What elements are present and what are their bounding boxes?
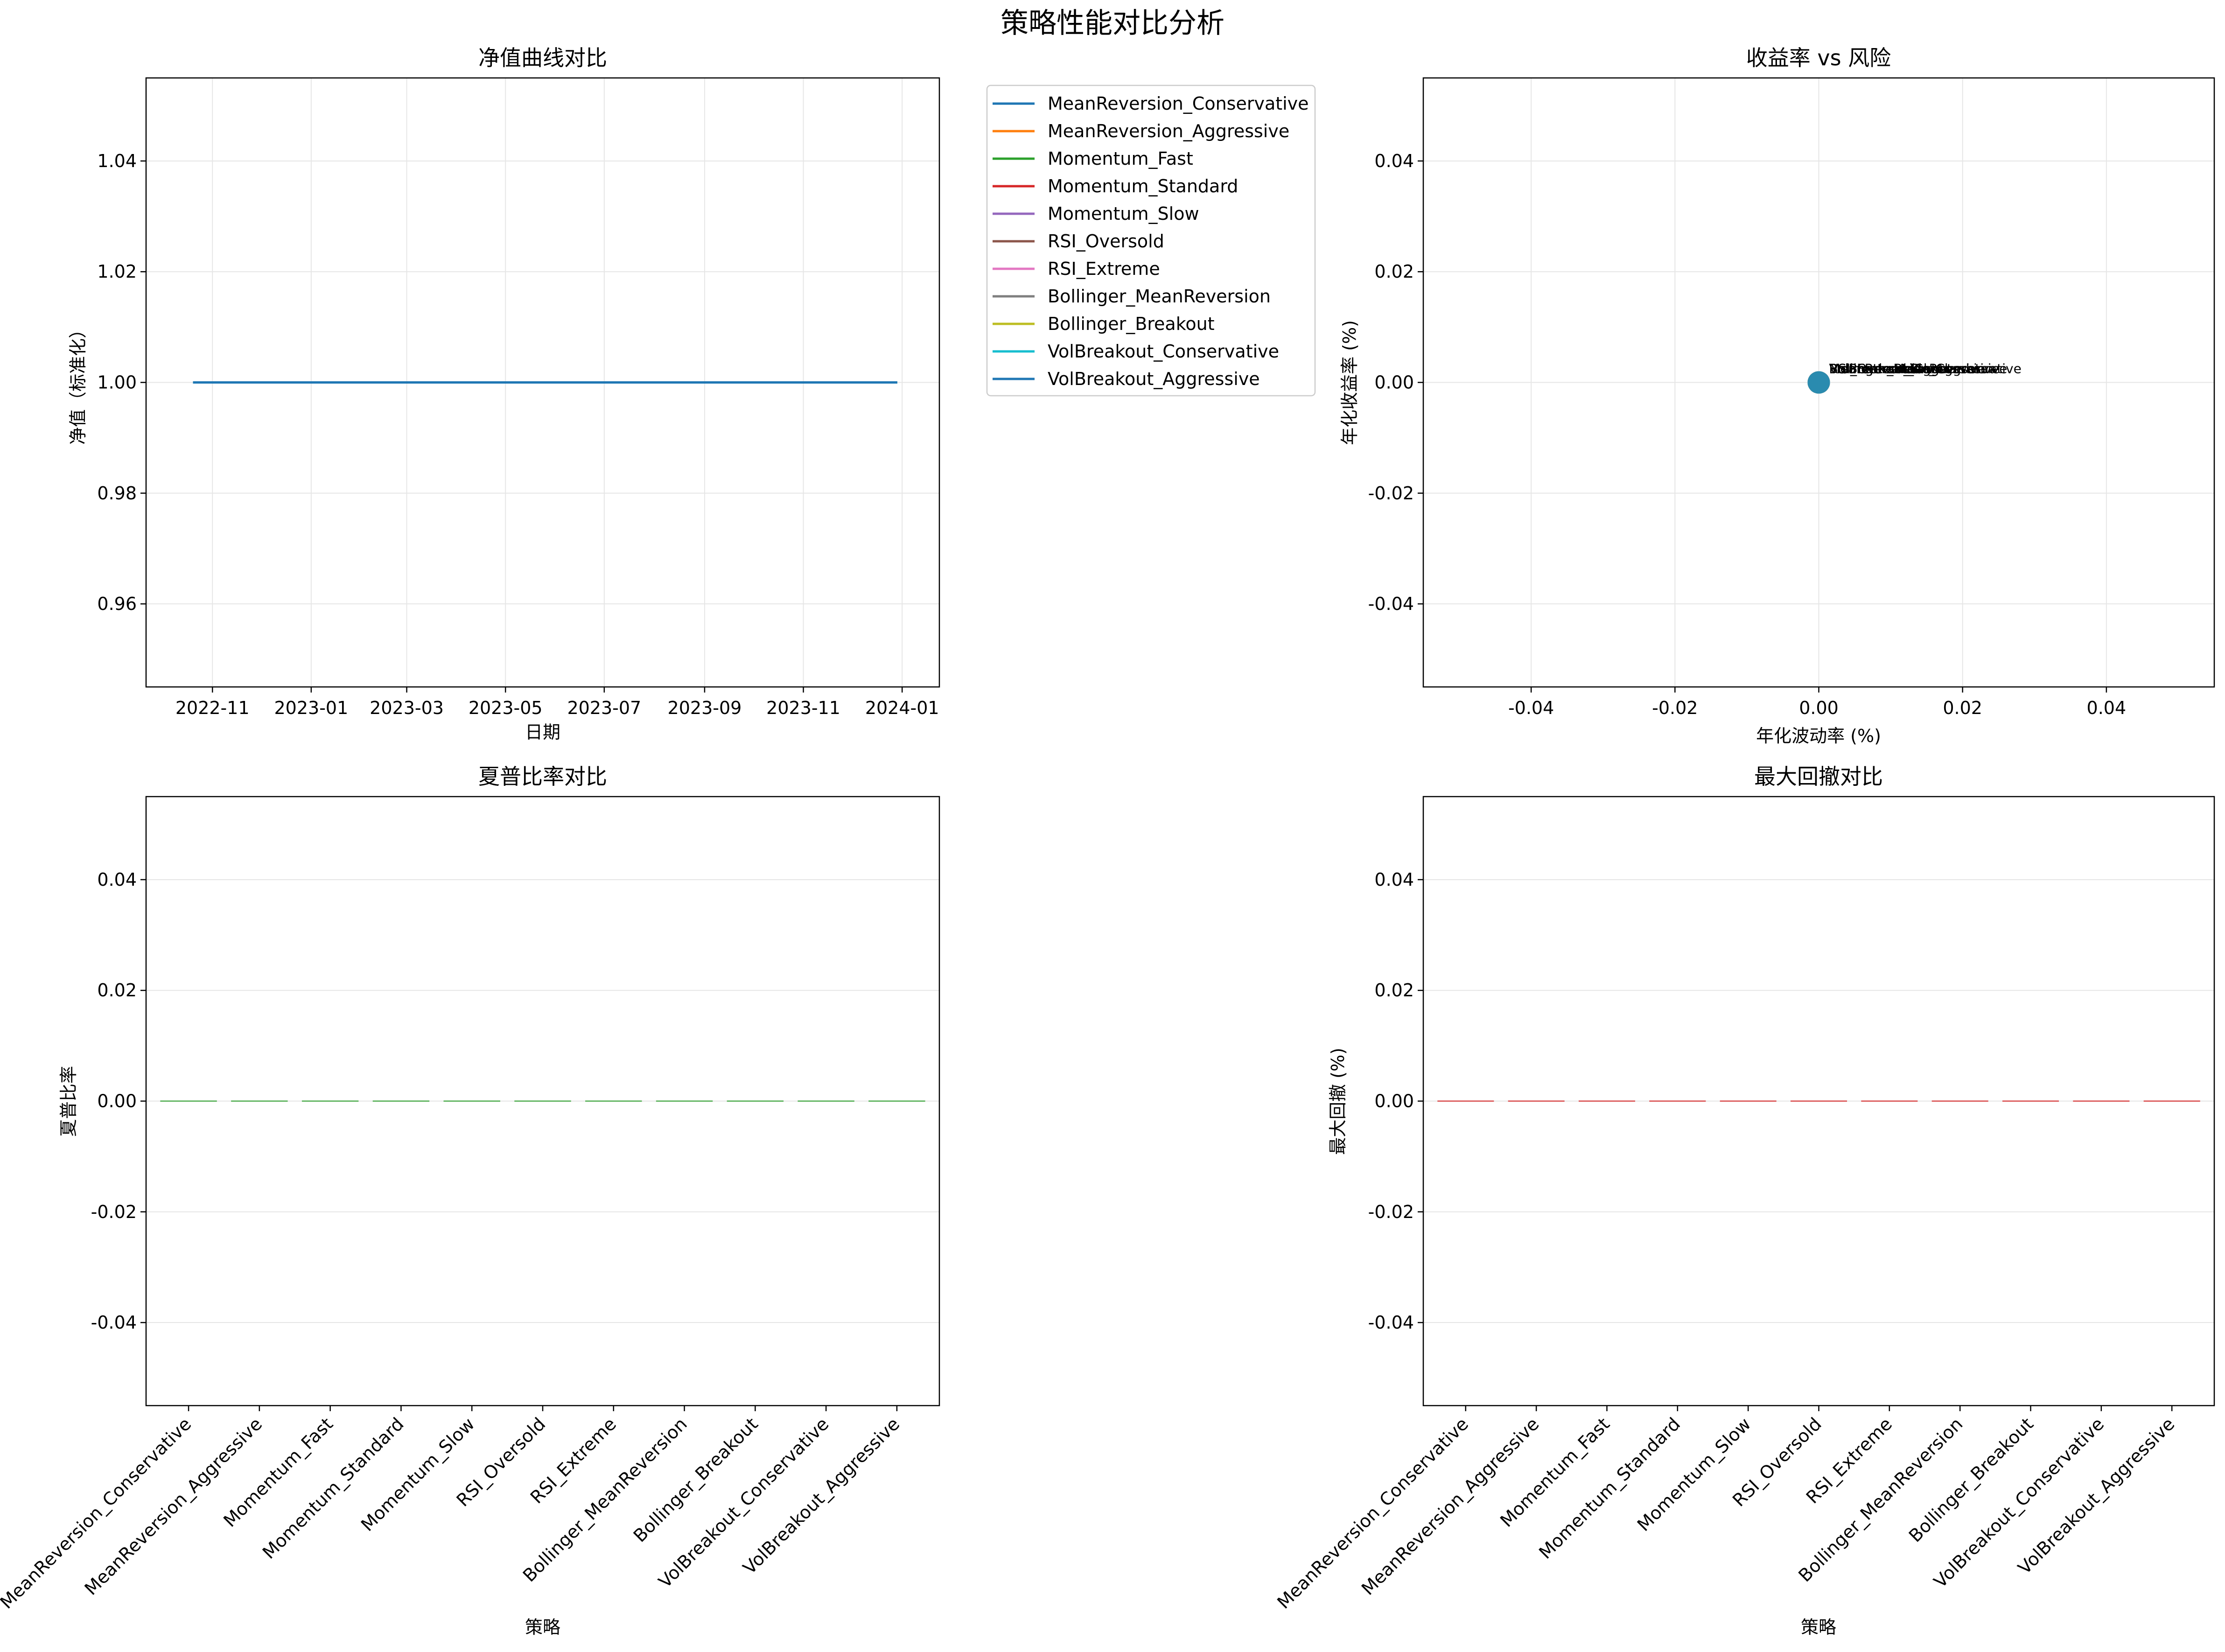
legend-label: Momentum_Fast bbox=[1048, 148, 1193, 169]
x-tick-label: 0.02 bbox=[1943, 698, 1982, 718]
y-tick-label: 0.04 bbox=[1374, 151, 1414, 171]
y-tick-label: 0.00 bbox=[97, 1091, 137, 1112]
x-tick-label: -0.04 bbox=[1508, 698, 1554, 718]
sharpe-xlabel: 策略 bbox=[525, 1617, 560, 1638]
sharpe-ylabel: 夏普比率 bbox=[58, 1066, 79, 1137]
legend-label: VolBreakout_Aggressive bbox=[1048, 369, 1260, 389]
legend-label: MeanReversion_Aggressive bbox=[1048, 121, 1289, 141]
x-tick-label: 2023-03 bbox=[370, 698, 444, 718]
y-tick-label: 1.02 bbox=[97, 261, 137, 282]
return-risk-chart-title: 收益率 vs 风险 bbox=[1746, 45, 1891, 70]
y-tick-label: 0.02 bbox=[1374, 980, 1414, 1001]
x-tick-label: 0.00 bbox=[1799, 698, 1839, 718]
y-tick-label: 0.04 bbox=[1374, 869, 1414, 890]
legend-label: RSI_Extreme bbox=[1048, 259, 1160, 279]
y-tick-label: -0.02 bbox=[1368, 483, 1414, 504]
point-annotation: RSI_Extreme bbox=[1829, 361, 1912, 377]
x-tick-label: 2023-11 bbox=[766, 698, 840, 718]
nav-chart-title: 净值曲线对比 bbox=[478, 45, 607, 70]
y-tick-label: -0.04 bbox=[1368, 594, 1414, 614]
point-annotation: Momentum_Standard bbox=[1829, 361, 1970, 377]
x-tick-label: Bollinger_Breakout bbox=[1905, 1414, 2037, 1546]
y-tick-label: 0.00 bbox=[1374, 1091, 1414, 1112]
y-tick-label: 1.00 bbox=[97, 372, 137, 393]
drawdown-ylabel: 最大回撤 (%) bbox=[1328, 1048, 1348, 1155]
point-annotation: Momentum_Fast bbox=[1829, 361, 1937, 377]
x-tick-label: 2023-01 bbox=[274, 698, 348, 718]
y-tick-label: -0.04 bbox=[91, 1312, 137, 1333]
legend-frame bbox=[986, 84, 1316, 397]
drawdown-chart-title: 最大回撤对比 bbox=[1754, 764, 1883, 789]
x-tick-label: 2023-07 bbox=[567, 698, 641, 718]
x-tick-label: Bollinger_Breakout bbox=[630, 1414, 762, 1546]
y-tick-label: 0.02 bbox=[97, 980, 137, 1001]
point-annotation: MeanReversion_Conservative bbox=[1829, 361, 2022, 377]
legend-label: Bollinger_MeanReversion bbox=[1048, 286, 1271, 307]
sharpe-chart-title: 夏普比率对比 bbox=[478, 764, 607, 789]
y-tick-label: -0.02 bbox=[91, 1202, 137, 1222]
x-tick-label: 2023-09 bbox=[668, 698, 742, 718]
nav-chart: 净值曲线对比 0.96 0.98 1.00 1.02 1.04 2022-11 2023-0… bbox=[68, 45, 940, 742]
y-tick-label: 0.98 bbox=[97, 483, 137, 504]
legend-label: Momentum_Standard bbox=[1048, 176, 1238, 196]
nav-chart-legend: MeanReversion_Conservative MeanReversion_… bbox=[986, 84, 1316, 397]
legend-label: MeanReversion_Conservative bbox=[1048, 93, 1309, 114]
point-annotation: Bollinger_Breakout bbox=[1829, 361, 1952, 377]
sharpe-chart: 夏普比率对比 -0.04-0.020.000.020.04MeanReversi… bbox=[0, 764, 940, 1638]
y-tick-label: 0.00 bbox=[1374, 372, 1414, 393]
x-tick-label: 2022-11 bbox=[175, 698, 250, 718]
y-tick-label: 0.04 bbox=[97, 869, 137, 890]
legend-label: RSI_Oversold bbox=[1048, 231, 1164, 252]
return-risk-chart: 收益率 vs 风险 MeanReversion_ConservativeMean… bbox=[1339, 45, 2215, 746]
return-risk-ylabel: 年化收益率 (%) bbox=[1339, 320, 1360, 445]
x-tick-label: Momentum_Standard bbox=[259, 1414, 408, 1563]
point-annotation: VolBreakout_Conservative bbox=[1829, 361, 2000, 377]
point-annotation: Momentum_Slow bbox=[1829, 361, 1941, 377]
y-tick-label: 0.96 bbox=[97, 594, 137, 614]
x-tick-label: Momentum_Standard bbox=[1535, 1414, 1684, 1563]
x-tick-label: 2024-01 bbox=[865, 698, 939, 718]
scatter-point-VolBreakout_Aggressive bbox=[1807, 371, 1830, 394]
y-tick-label: 1.04 bbox=[97, 151, 137, 171]
figure-title: 策略性能对比分析 bbox=[1001, 7, 1224, 40]
y-tick-label: -0.04 bbox=[1368, 1312, 1414, 1333]
x-tick-label: 2023-05 bbox=[469, 698, 543, 718]
drawdown-xlabel: 策略 bbox=[1801, 1617, 1836, 1638]
legend-label: VolBreakout_Conservative bbox=[1048, 341, 1279, 362]
return-risk-xlabel: 年化波动率 (%) bbox=[1756, 726, 1881, 746]
y-tick-label: 0.02 bbox=[1374, 261, 1414, 282]
point-annotation: RSI_Oversold bbox=[1829, 361, 1915, 377]
legend-label: Momentum_Slow bbox=[1048, 203, 1199, 224]
x-tick-label: 0.04 bbox=[2087, 698, 2127, 718]
legend-label: Bollinger_Breakout bbox=[1048, 314, 1215, 334]
drawdown-chart: 最大回撤对比 -0.04-0.020.000.020.04MeanReversi… bbox=[1273, 764, 2215, 1638]
nav-chart-xlabel: 日期 bbox=[525, 722, 560, 742]
point-annotation: MeanReversion_Aggressive bbox=[1829, 361, 2008, 377]
point-annotation: VolBreakout_Aggressive bbox=[1829, 361, 1986, 377]
nav-chart-ylabel: 净值（标准化） bbox=[68, 321, 88, 445]
y-tick-label: -0.02 bbox=[1368, 1202, 1414, 1222]
point-annotation: Bollinger_MeanReversion bbox=[1829, 361, 1994, 377]
x-tick-label: -0.02 bbox=[1652, 698, 1698, 718]
